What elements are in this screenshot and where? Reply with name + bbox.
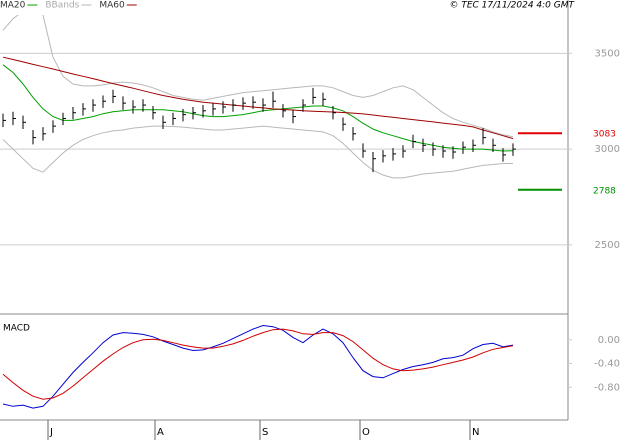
- x-tick-label: O: [362, 427, 370, 438]
- legend-label: MA60: [99, 1, 125, 11]
- series-line: [2, 15, 514, 138]
- level-label: 2788: [593, 186, 616, 196]
- level-label: 3083: [593, 130, 616, 140]
- series-line: [2, 64, 514, 152]
- legend-label: BBands: [45, 1, 79, 11]
- x-tick-label: A: [157, 427, 164, 438]
- y-tick-label: 2500: [595, 240, 620, 251]
- plot-area: [2, 15, 516, 179]
- x-tick-label: N: [472, 427, 479, 438]
- copyright: © TEC 17/11/2024 4:0 GMT: [449, 1, 575, 11]
- panel-title: MACD: [3, 324, 30, 334]
- y-tick-label: 3500: [595, 48, 620, 59]
- series-line: [2, 125, 513, 179]
- y-tick-label: 3000: [595, 144, 620, 155]
- series-line: [2, 56, 514, 140]
- legend-label: MA20: [0, 1, 26, 11]
- series-line: [2, 324, 514, 409]
- x-tick-label: S: [262, 427, 268, 438]
- y-tick-label: 0.00: [598, 335, 620, 346]
- series-line: [2, 328, 514, 400]
- y-tick-label: -0.80: [594, 382, 620, 393]
- x-tick-label: J: [49, 427, 53, 438]
- y-tick-label: -0.40: [594, 359, 620, 370]
